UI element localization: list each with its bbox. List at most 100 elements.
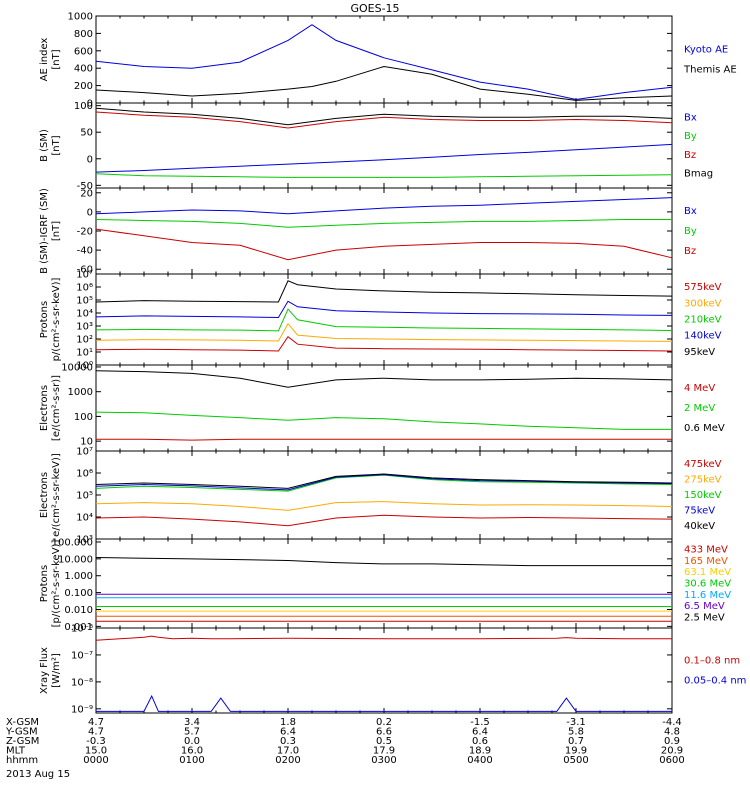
legend-entry: 0.1–0.8 nm <box>684 656 740 667</box>
y-tick-label: 1.000 <box>64 571 93 582</box>
series-line-1 <box>95 24 673 101</box>
y-tick-label: 10000 <box>61 362 93 373</box>
y-tick-label: -40 <box>77 246 93 257</box>
y-tick-label: 10⁶ <box>76 283 93 294</box>
series-line-4 <box>95 300 673 319</box>
y-axis-label: Protons <box>39 301 50 338</box>
legend-entry: 2 MeV <box>684 403 715 414</box>
panel-7: 0.001 0.010 0.100 1.000 10.000 100.000 Protons… <box>39 537 731 632</box>
series-line-1 <box>95 635 672 641</box>
ephemeris-value: 5.7 <box>184 727 200 738</box>
legend-entry: 140keV <box>684 331 722 342</box>
series-line-5 <box>95 473 673 489</box>
legend-entry: 0.05–0.4 nm <box>684 676 746 687</box>
y-tick-label: 100 <box>74 412 93 423</box>
ephemeris-value: -0.3 <box>86 736 106 747</box>
legend-entry: 475keV <box>684 459 722 470</box>
y-tick-label: 10⁻⁷ <box>71 650 93 661</box>
ephemeris-row-label: Z-GSM <box>6 736 39 747</box>
y-tick-label: 10⁻⁶ <box>71 624 93 635</box>
ephemeris-value: 4.7 <box>88 717 104 728</box>
legend-entry: 30.6 MeV <box>684 579 731 590</box>
legend-entry: 11.6 MeV <box>684 590 731 601</box>
y-axis-label: [e/(cm²-s-sr)] <box>51 375 62 441</box>
y-tick-label: -50 <box>77 181 93 192</box>
y-tick-label: 0.100 <box>64 588 93 599</box>
series-line-2 <box>95 322 673 342</box>
ephemeris-value: 0600 <box>659 755 684 766</box>
y-tick-label: 1000 <box>68 387 93 398</box>
series-line-1 <box>95 143 673 173</box>
y-tick-label: 10⁻⁹ <box>71 704 93 715</box>
y-axis-label: [p/(cm²-s-sr-keV)] <box>51 540 62 628</box>
legend-entry: 40keV <box>684 521 715 532</box>
y-tick-label: 0 <box>87 154 93 165</box>
ephemeris-value: 20.9 <box>661 746 683 757</box>
y-tick-label: 10.000 <box>58 554 93 565</box>
panel-frame <box>95 15 673 104</box>
ephemeris-value: 0300 <box>371 755 396 766</box>
series-line-2 <box>95 501 673 511</box>
y-axis-label: p/(cm²-s-sr-keV)] <box>51 278 62 362</box>
y-tick-label: -60 <box>77 265 93 276</box>
series-line-3 <box>95 370 673 388</box>
y-tick-label: 10 <box>80 437 93 448</box>
y-axis-label: Protons <box>39 565 50 602</box>
y-axis-label: [W/m²] <box>51 653 62 688</box>
y-axis-label: AE index <box>39 38 50 82</box>
panel-frame <box>95 450 673 540</box>
y-axis-label: B (SM) <box>39 129 50 162</box>
ephemeris-value: 0200 <box>275 755 300 766</box>
ephemeris-value: 18.9 <box>469 746 491 757</box>
series-line-4 <box>95 107 673 126</box>
chart-title: GOES-15 <box>350 2 399 15</box>
y-axis-label: B (SM)-IGRF (SM) <box>39 188 50 274</box>
y-tick-label: 10⁶ <box>76 469 93 480</box>
ephemeris-value: 4.8 <box>664 727 680 738</box>
ephemeris-value: 3.4 <box>184 717 200 728</box>
ephemeris-value: 6.4 <box>472 727 488 738</box>
series-line-2 <box>95 411 672 430</box>
legend-entry: Bx <box>684 112 697 123</box>
series-line-2 <box>95 173 673 178</box>
ephemeris-value: 0.7 <box>568 736 584 747</box>
y-tick-label: 800 <box>74 29 93 40</box>
series-line-3 <box>95 228 673 261</box>
ephemeris-value: 0400 <box>467 755 492 766</box>
y-tick-label: 10³ <box>76 322 93 333</box>
ephemeris-value: 6.4 <box>280 727 296 738</box>
y-axis-label: [nT] <box>51 221 62 241</box>
y-tick-label: 10⁴ <box>76 513 93 524</box>
ephemeris-value: 5.8 <box>568 727 584 738</box>
legend-entry: Themis AE <box>683 65 737 76</box>
legend-entry: 75keV <box>684 506 715 517</box>
date-label: 2013 Aug 15 <box>6 769 70 780</box>
legend-entry: 95keV <box>684 347 715 358</box>
y-tick-label: 10⁵ <box>76 491 93 502</box>
ephemeris-value: -1.5 <box>470 717 490 728</box>
series-line-1 <box>95 335 673 352</box>
series-line-1 <box>95 197 673 215</box>
y-tick-label: 400 <box>74 64 93 75</box>
ephemeris-value: -3.1 <box>566 717 586 728</box>
y-tick-label: 50 <box>80 128 93 139</box>
y-tick-label: 10⁵ <box>76 296 93 307</box>
series-line-3 <box>95 308 673 332</box>
y-tick-label: 1000 <box>68 12 93 23</box>
ephemeris-value: 6.6 <box>376 727 392 738</box>
series-line-1 <box>95 514 673 527</box>
ephemeris-table: X-GSMY-GSMZ-GSMMLThhmm4.74.7-0.315.00000… <box>5 717 685 766</box>
ephemeris-value: 0.5 <box>376 736 392 747</box>
ephemeris-value: 19.9 <box>565 746 587 757</box>
legend-entry: 165 MeV <box>684 556 728 567</box>
panel-1: 0 200 400 600 800 1000 AE index [nT] Kyoto AE The… <box>39 12 737 110</box>
y-tick-label: 20 <box>80 188 93 199</box>
y-tick-label: 10⁷ <box>76 447 93 458</box>
y-tick-label: 10⁰ <box>76 361 93 372</box>
y-tick-label: 100 <box>74 101 93 112</box>
legend-entry: 433 MeV <box>684 545 728 556</box>
y-axis-label: [nT] <box>51 49 62 69</box>
legend-entry: By <box>684 226 697 237</box>
y-axis-label: e/(cm²-s-sr-keV)] <box>51 453 62 537</box>
